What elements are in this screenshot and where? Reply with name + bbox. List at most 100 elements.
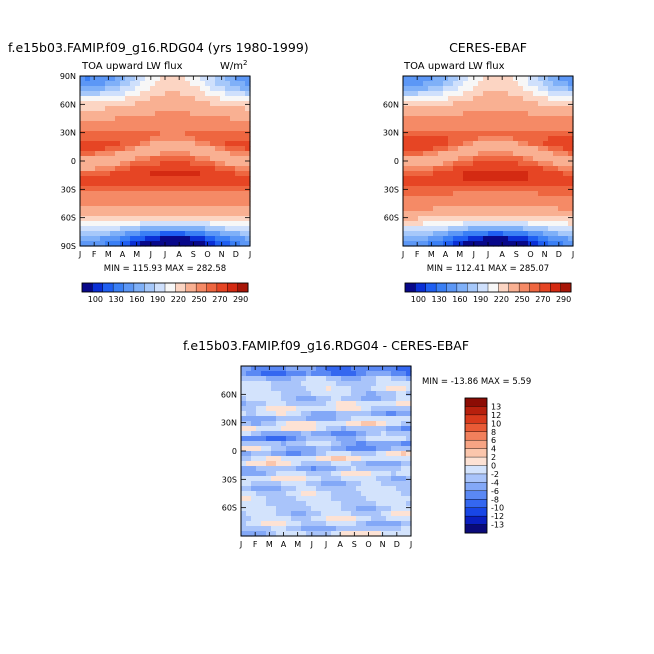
contour-cell bbox=[336, 446, 342, 452]
contour-cell bbox=[271, 391, 277, 397]
contour-cell bbox=[478, 111, 484, 117]
contour-cell bbox=[130, 116, 136, 122]
contour-cell bbox=[316, 391, 322, 397]
difference-title: f.e15b03.FAMIP.f09_g16.RDG04 - CERES-EBA… bbox=[183, 338, 469, 353]
contour-cell bbox=[291, 471, 297, 477]
contour-cell bbox=[140, 126, 146, 132]
contour-cell bbox=[175, 126, 181, 132]
contour-cell bbox=[155, 211, 161, 217]
colorbar-box bbox=[92, 282, 104, 293]
contour-cell bbox=[321, 521, 327, 527]
contour-cell bbox=[251, 471, 257, 477]
x-tick-label: J bbox=[324, 540, 327, 549]
colorbar-label: 190 bbox=[473, 295, 488, 304]
contour-cell bbox=[548, 221, 554, 227]
contour-cell bbox=[458, 136, 464, 142]
contour-cell bbox=[170, 121, 176, 127]
colorbar-box bbox=[464, 406, 488, 416]
contour-cell bbox=[321, 416, 327, 422]
contour-cell bbox=[155, 96, 161, 102]
contour-cell bbox=[316, 461, 322, 467]
contour-cell bbox=[513, 226, 519, 232]
contour-cell bbox=[408, 166, 414, 172]
contour-cell bbox=[235, 241, 241, 247]
contour-cell bbox=[281, 506, 287, 512]
contour-cell bbox=[170, 126, 176, 132]
contour-cell bbox=[90, 181, 96, 187]
contour-cell bbox=[533, 121, 539, 127]
colorbar-label: -12 bbox=[491, 512, 504, 521]
contour-cell bbox=[200, 96, 206, 102]
contour-cell bbox=[195, 101, 201, 107]
contour-cell bbox=[403, 201, 409, 207]
contour-cell bbox=[256, 421, 262, 427]
contour-cell bbox=[245, 81, 251, 87]
contour-cell bbox=[371, 391, 377, 397]
contour-cell bbox=[195, 146, 201, 152]
contour-cell bbox=[381, 441, 387, 447]
contour-cell bbox=[438, 101, 444, 107]
contour-cell bbox=[185, 156, 191, 162]
contour-cell bbox=[376, 421, 382, 427]
contour-cell bbox=[438, 131, 444, 137]
contour-cell bbox=[240, 226, 246, 232]
contour-cell bbox=[301, 466, 307, 472]
contour-cell bbox=[346, 451, 352, 457]
contour-cell bbox=[170, 196, 176, 202]
contour-cell bbox=[326, 481, 332, 487]
contour-cell bbox=[271, 521, 277, 527]
contour-cell bbox=[538, 186, 544, 192]
contour-cell bbox=[220, 186, 226, 192]
contour-cell bbox=[413, 121, 419, 127]
contour-cell bbox=[381, 506, 387, 512]
contour-cell bbox=[473, 131, 479, 137]
contour-cell bbox=[518, 211, 524, 217]
contour-cell bbox=[230, 146, 236, 152]
contour-cell bbox=[286, 371, 292, 377]
contour-cell bbox=[498, 116, 504, 122]
contour-cell bbox=[316, 371, 322, 377]
contour-cell bbox=[241, 396, 247, 402]
contour-cell bbox=[408, 91, 414, 97]
contour-cell bbox=[403, 236, 409, 242]
contour-cell bbox=[261, 481, 267, 487]
contour-cell bbox=[135, 116, 141, 122]
contour-cell bbox=[210, 241, 216, 247]
contour-cell bbox=[210, 231, 216, 237]
colorbar-box bbox=[144, 282, 156, 293]
contour-cell bbox=[241, 481, 247, 487]
contour-cell bbox=[548, 176, 554, 182]
contour-cell bbox=[230, 171, 236, 177]
contour-cell bbox=[240, 121, 246, 127]
contour-cell bbox=[341, 436, 347, 442]
contour-cell bbox=[468, 101, 474, 107]
contour-cell bbox=[306, 461, 312, 467]
colorbar-label: 0 bbox=[491, 462, 496, 471]
contour-cell bbox=[296, 526, 302, 532]
contour-cell bbox=[215, 161, 221, 167]
contour-cell bbox=[251, 491, 257, 497]
contour-cell bbox=[160, 211, 166, 217]
contour-cell bbox=[286, 476, 292, 482]
contour-cell bbox=[321, 406, 327, 412]
contour-cell bbox=[523, 241, 529, 247]
contour-cell bbox=[256, 476, 262, 482]
contour-cell bbox=[130, 231, 136, 237]
contour-cell bbox=[371, 426, 377, 432]
contour-cell bbox=[331, 416, 337, 422]
contour-cell bbox=[513, 171, 519, 177]
contour-cell bbox=[160, 136, 166, 142]
contour-cell bbox=[261, 386, 267, 392]
contour-cell bbox=[100, 131, 106, 137]
contour-cell bbox=[403, 196, 409, 202]
contour-cell bbox=[291, 386, 297, 392]
contour-cell bbox=[170, 151, 176, 157]
colorbar-label: -2 bbox=[491, 470, 499, 479]
x-tick-label: A bbox=[120, 250, 126, 259]
contour-cell bbox=[155, 171, 161, 177]
contour-cell bbox=[346, 401, 352, 407]
contour-cell bbox=[235, 166, 241, 172]
contour-cell bbox=[115, 216, 121, 222]
contour-cell bbox=[503, 196, 509, 202]
contour-cell bbox=[558, 106, 564, 112]
